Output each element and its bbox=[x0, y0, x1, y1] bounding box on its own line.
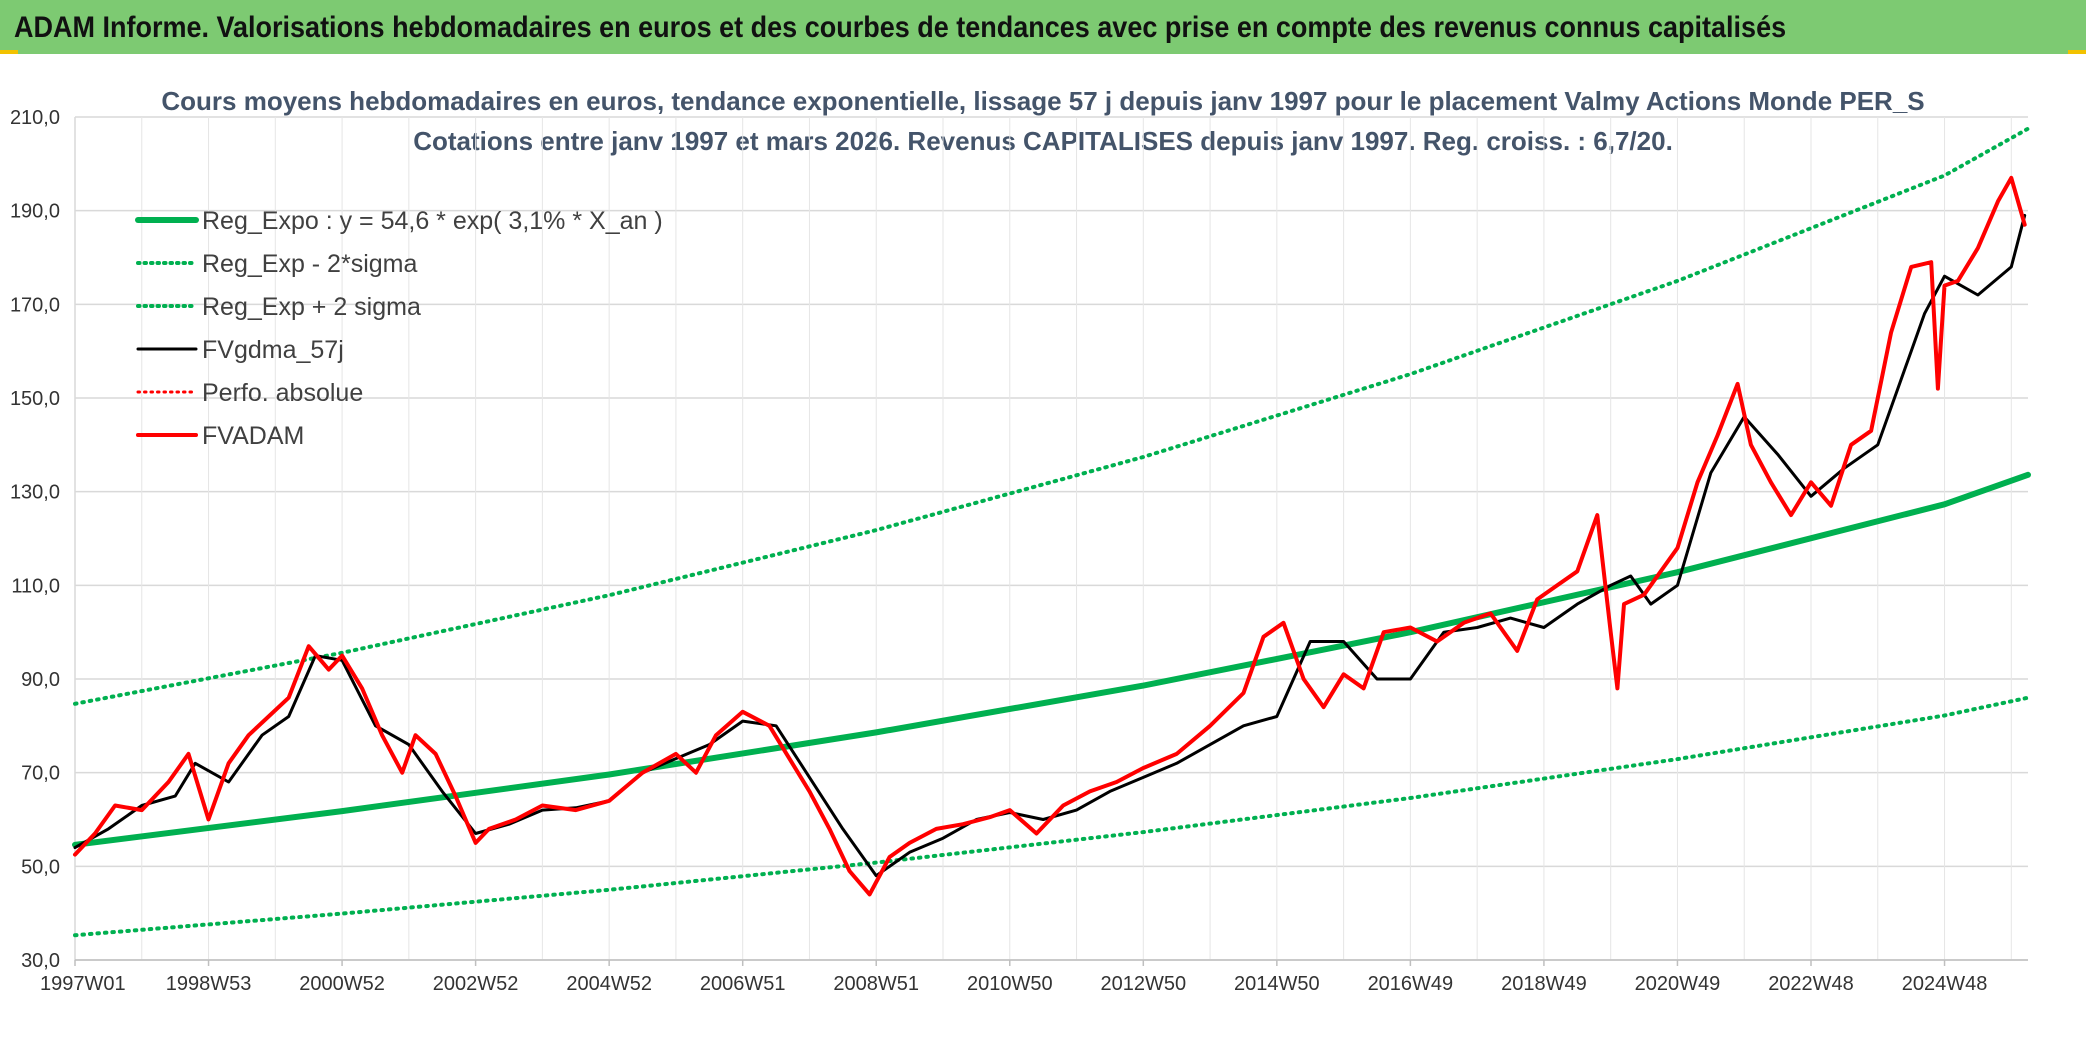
legend-label: FVADAM bbox=[202, 422, 304, 450]
x-tick-label: 2024W48 bbox=[1902, 973, 1988, 995]
series-line bbox=[72, 471, 2031, 848]
x-tick-label: 2014W50 bbox=[1234, 973, 1320, 995]
series-line bbox=[73, 175, 2027, 897]
legend-label: Reg_Exp + 2 sigma bbox=[202, 293, 421, 321]
legend-label: Perfo. absolue bbox=[202, 379, 363, 407]
x-tick-label: 2022W48 bbox=[1768, 973, 1854, 995]
y-tick-label: 170,0 bbox=[10, 294, 60, 316]
x-tick-label: 2008W51 bbox=[833, 973, 919, 995]
legend-label: Reg_Exp - 2*sigma bbox=[202, 250, 417, 278]
chart-area: Cours moyens hebdomadaires en euros, ten… bbox=[0, 54, 2086, 1038]
y-tick-label: 90,0 bbox=[21, 669, 60, 691]
x-tick-label: 2012W50 bbox=[1100, 973, 1186, 995]
x-tick-label: 2004W52 bbox=[566, 973, 652, 995]
y-tick-label: 210,0 bbox=[10, 107, 60, 129]
chart-subtitle: Cotations entre janv 1997 et mars 2026. … bbox=[413, 126, 1673, 156]
x-tick-label: 2006W51 bbox=[700, 973, 786, 995]
y-tick-label: 150,0 bbox=[10, 388, 60, 410]
series-line bbox=[73, 126, 2030, 706]
legend-label: FVgdma_57j bbox=[202, 336, 344, 364]
x-tick-label: 2002W52 bbox=[433, 973, 519, 995]
y-tick-label: 130,0 bbox=[10, 482, 60, 504]
chart-title: Cours moyens hebdomadaires en euros, ten… bbox=[161, 86, 1925, 116]
line-chart: 30,0 50,0 70,0 90,0 110,0 130,0 150,0 170,0 190,… bbox=[10, 107, 2031, 995]
x-tick-label: 2016W49 bbox=[1368, 973, 1454, 995]
x-tick-label: 1997W01 bbox=[40, 973, 126, 995]
y-tick-label: 110,0 bbox=[11, 575, 60, 597]
header-title: ADAM Informe. Valorisations hebdomadaire… bbox=[14, 11, 1787, 44]
x-tick-label: 2018W49 bbox=[1501, 973, 1587, 995]
series-line bbox=[73, 213, 2027, 878]
y-tick-label: 30,0 bbox=[21, 950, 60, 972]
header-band: ADAM Informe. Valorisations hebdomadaire… bbox=[0, 0, 2086, 54]
series-line bbox=[73, 695, 2030, 938]
x-tick-label: 2000W52 bbox=[299, 973, 385, 995]
y-tick-label: 50,0 bbox=[21, 856, 60, 878]
legend-label: Reg_Expo : y = 54,6 * exp( 3,1% * X_an ) bbox=[202, 207, 663, 235]
y-tick-label: 190,0 bbox=[10, 201, 60, 223]
x-tick-label: 1998W53 bbox=[166, 973, 252, 995]
x-tick-label: 2020W49 bbox=[1635, 973, 1721, 995]
y-tick-label: 70,0 bbox=[21, 763, 60, 785]
x-tick-label: 2010W50 bbox=[967, 973, 1053, 995]
